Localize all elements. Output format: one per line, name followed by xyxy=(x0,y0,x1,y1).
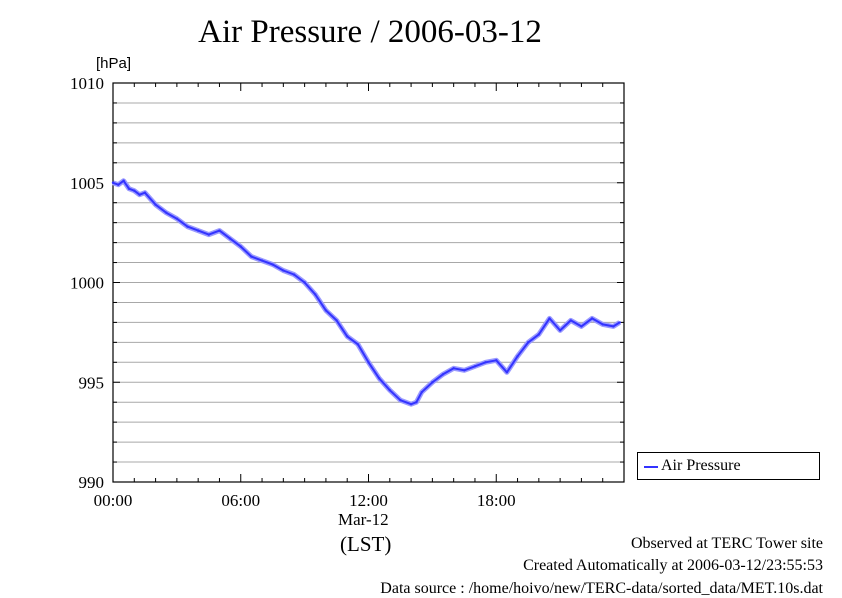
data-point xyxy=(117,183,120,186)
data-point xyxy=(601,323,604,326)
data-point xyxy=(133,189,136,192)
data-point xyxy=(377,377,381,380)
x-axis-label: (LST) xyxy=(340,532,392,556)
series-line-halo xyxy=(112,178,622,407)
y-tick-label: 995 xyxy=(79,373,105,392)
data-point xyxy=(452,367,455,370)
data-point xyxy=(154,203,157,206)
data-point xyxy=(218,229,221,232)
footer-observed-site: Observed at TERC Tower site xyxy=(630,535,823,552)
footer-data-source: Data source : /home/hoivo/new/TERC-data/… xyxy=(380,580,823,597)
data-point xyxy=(143,191,147,194)
data-point xyxy=(207,233,211,236)
data-point xyxy=(186,225,189,228)
x-tick-label: 18:00 xyxy=(477,491,516,510)
data-point xyxy=(537,333,541,336)
data-point xyxy=(346,335,349,338)
x-axis-date-label: Mar-12 xyxy=(338,510,389,529)
data-point xyxy=(282,269,285,272)
series-layer xyxy=(111,178,622,407)
data-point xyxy=(473,365,477,368)
grid-lines xyxy=(113,102,624,463)
data-point xyxy=(484,361,487,364)
data-point xyxy=(505,371,509,374)
data-point xyxy=(415,401,418,404)
y-tick-label: 1000 xyxy=(70,274,104,293)
y-tick-label: 990 xyxy=(79,473,105,492)
data-point xyxy=(228,237,232,240)
legend: Air Pressure xyxy=(637,452,820,480)
data-point xyxy=(431,381,434,384)
data-point xyxy=(356,343,360,346)
x-tick-label: 06:00 xyxy=(221,491,260,510)
legend-swatch-air-pressure xyxy=(644,466,658,468)
data-point xyxy=(122,179,125,182)
y-tick-label: 1010 xyxy=(70,74,104,93)
data-point xyxy=(495,359,498,362)
data-point xyxy=(335,319,338,322)
chart-title: Air Pressure / 2006-03-12 xyxy=(198,14,542,50)
y-tick-label: 1005 xyxy=(70,174,104,193)
data-point xyxy=(196,229,200,232)
data-point xyxy=(590,317,594,320)
legend-label-air-pressure: Air Pressure xyxy=(661,457,741,474)
data-point xyxy=(111,181,115,184)
data-point xyxy=(239,245,242,248)
data-point xyxy=(618,321,621,324)
data-point xyxy=(138,193,141,196)
data-point xyxy=(516,355,519,358)
data-point xyxy=(612,325,615,328)
data-point xyxy=(324,309,328,312)
data-point xyxy=(260,259,264,262)
data-point xyxy=(250,255,253,258)
data-point xyxy=(569,319,572,322)
series-line-air-pressure xyxy=(112,179,621,406)
data-point xyxy=(558,329,562,332)
data-point xyxy=(409,402,413,406)
data-point xyxy=(271,263,274,266)
data-point xyxy=(127,187,131,190)
data-point xyxy=(526,341,530,344)
x-tick-label: 12:00 xyxy=(349,491,388,510)
data-point xyxy=(175,217,179,220)
footer-created-time: Created Automatically at 2006-03-12/23:5… xyxy=(523,557,823,574)
data-point xyxy=(548,317,551,320)
data-point xyxy=(165,211,168,214)
axis-ticks: 990 995 1000 1005 1010 00:00 06:00 12:00 18:00 xyxy=(70,74,625,510)
y-axis-unit-label: [hPa] xyxy=(96,55,132,72)
data-point xyxy=(580,325,583,328)
data-point xyxy=(367,361,370,364)
data-point xyxy=(463,369,466,372)
data-point xyxy=(292,273,296,276)
data-point xyxy=(388,389,391,392)
data-point xyxy=(399,399,402,402)
data-point xyxy=(420,391,423,394)
data-point xyxy=(441,373,445,376)
data-point xyxy=(303,281,306,284)
data-point xyxy=(314,293,317,296)
x-tick-label: 00:00 xyxy=(94,491,133,510)
